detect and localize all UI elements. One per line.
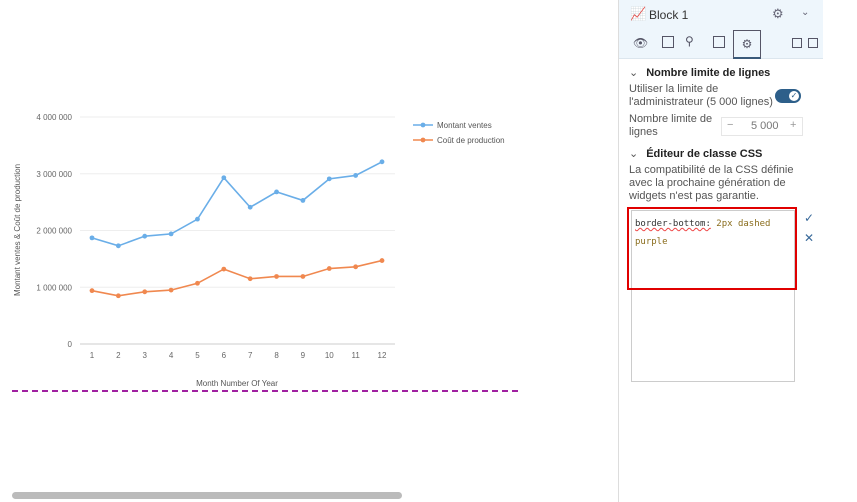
limit-value[interactable]: 5 000 xyxy=(751,119,779,132)
data-point xyxy=(326,266,332,271)
filter-icon[interactable]: ⚲ xyxy=(685,34,694,48)
x-tick-label: 1 xyxy=(90,351,95,360)
y-tick-label: 4 000 000 xyxy=(36,113,72,122)
data-point xyxy=(115,293,121,299)
admin-limit-toggle[interactable]: ✓ xyxy=(775,89,801,103)
data-point xyxy=(379,159,385,165)
theme-icon[interactable]: ⚙ xyxy=(772,6,784,21)
x-tick-label: 6 xyxy=(222,351,227,360)
dashed-bottom-border xyxy=(12,390,518,392)
x-tick-label: 11 xyxy=(351,351,360,360)
section-header-css-editor[interactable]: ⌄ Éditeur de classe CSS xyxy=(629,147,813,161)
series-line xyxy=(91,161,383,247)
tab-css-styling[interactable]: ⚙ xyxy=(733,30,761,59)
chart-icon: 📈 xyxy=(630,6,647,21)
x-tick-label: 7 xyxy=(248,351,253,360)
data-point xyxy=(300,198,306,203)
data-point xyxy=(89,235,95,241)
section-title-row-limit[interactable]: Nombre limite de lignes xyxy=(646,66,771,79)
x-tick-label: 4 xyxy=(169,351,174,360)
data-point xyxy=(274,189,279,195)
legend-marker xyxy=(420,137,426,143)
apply-button[interactable]: ✓ xyxy=(804,211,815,225)
data-point xyxy=(326,176,332,182)
x-tick-label: 12 xyxy=(378,351,387,360)
data-point xyxy=(142,289,148,295)
data-point xyxy=(168,231,174,237)
data-point xyxy=(274,274,279,279)
x-tick-label: 2 xyxy=(116,351,121,360)
expand-icon[interactable] xyxy=(792,38,802,48)
x-tick-label: 3 xyxy=(143,351,148,360)
block-title[interactable]: Block 1 xyxy=(649,8,689,22)
x-tick-label: 5 xyxy=(195,351,200,360)
css-property: border-bottom: xyxy=(635,219,711,229)
x-tick-label: 9 xyxy=(301,351,306,360)
x-axis-label: Month Number Of Year xyxy=(196,379,278,388)
data-point xyxy=(379,258,385,263)
y-tick-label: 2 000 000 xyxy=(36,227,72,236)
data-point xyxy=(89,288,95,294)
series-line xyxy=(91,259,383,297)
legend-marker xyxy=(420,122,426,128)
data-point xyxy=(195,280,200,286)
legend-label: Coût de production xyxy=(437,136,505,145)
css-value: 2px dashed purple xyxy=(635,219,771,247)
data-point xyxy=(221,266,227,272)
data-point xyxy=(115,243,121,249)
limit-label: Nombre limite de lignes xyxy=(629,113,713,138)
layout-icon[interactable] xyxy=(713,36,725,48)
data-point xyxy=(195,216,200,222)
data-point xyxy=(247,204,253,210)
data-point xyxy=(353,264,359,270)
y-axis-label: Montant ventes & Coût de production xyxy=(13,164,22,296)
css-editor-area: border-bottom: 2px dashed purple ✓ ✕ xyxy=(627,207,815,383)
section-title-css-editor[interactable]: Éditeur de classe CSS xyxy=(646,147,763,160)
section-header-row-limit[interactable]: ⌄ Nombre limite de lignes xyxy=(629,66,813,80)
highlight-box xyxy=(627,207,797,290)
increment-button[interactable]: + xyxy=(790,118,797,131)
x-tick-label: 10 xyxy=(325,351,334,360)
data-point xyxy=(168,287,174,293)
horizontal-scrollbar[interactable] xyxy=(12,492,402,499)
eye-icon[interactable]: 👁 xyxy=(633,36,649,50)
row-limit-stepper[interactable]: − 5 000 + xyxy=(721,116,803,136)
toggle-label: Utiliser la limite de l'administrateur (… xyxy=(629,83,773,108)
check-icon: ✓ xyxy=(789,91,799,101)
y-tick-label: 0 xyxy=(68,340,73,349)
data-point xyxy=(221,175,227,181)
panel-body: ⌄ Nombre limite de lignes Utiliser la li… xyxy=(619,64,823,383)
chevron-down-icon[interactable]: ⌄ xyxy=(801,7,810,18)
cancel-button[interactable]: ✕ xyxy=(804,231,815,245)
chevron-down-icon[interactable]: ⌄ xyxy=(629,67,639,79)
compatibility-note: La compatibilité de la CSS définie avec … xyxy=(629,164,794,202)
y-tick-label: 3 000 000 xyxy=(36,170,72,179)
x-tick-label: 8 xyxy=(274,351,279,360)
image-icon[interactable] xyxy=(662,36,674,48)
data-point xyxy=(300,274,306,279)
collapse-icon[interactable] xyxy=(808,38,818,48)
y-tick-label: 1 000 000 xyxy=(36,283,72,292)
data-point xyxy=(247,276,253,282)
data-point xyxy=(353,173,359,178)
chevron-down-icon[interactable]: ⌄ xyxy=(629,148,639,160)
css-editor-textarea[interactable]: border-bottom: 2px dashed purple xyxy=(631,210,795,382)
properties-panel: 📈 Block 1 ⚙ ⌄ 👁 ⚲ ⚙ ⌄ Nombre limite de l… xyxy=(618,0,823,502)
legend-label: Montant ventes xyxy=(437,121,492,130)
panel-header: 📈 Block 1 ⚙ ⌄ 👁 ⚲ ⚙ xyxy=(619,0,823,59)
data-point xyxy=(142,233,148,239)
decrement-button[interactable]: − xyxy=(727,118,734,131)
